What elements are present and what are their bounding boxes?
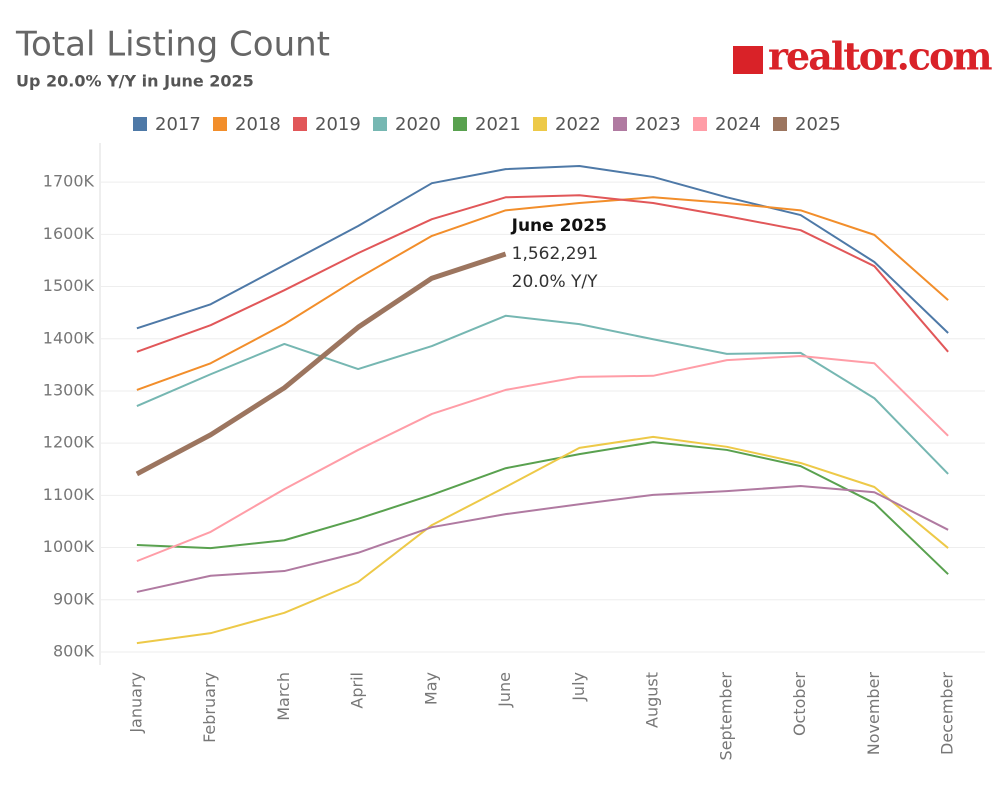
annotation-text: 20.0% Y/Y [512,272,599,292]
y-tick-label: 1500K [43,276,95,295]
x-tick-label: March [274,672,293,721]
y-tick-label: 1300K [43,380,95,399]
legend-swatch [773,117,787,131]
y-tick-label: 900K [53,589,95,608]
logo-text: realtor.com [768,34,992,79]
x-tick-label: November [864,672,883,756]
legend-swatch [373,117,387,131]
legend-label: 2025 [795,114,841,135]
series-line [136,164,949,334]
x-tick-label: June [495,672,514,708]
x-tick-label: January [126,672,145,734]
logo-icon [733,46,763,74]
x-tick-label: August [643,672,662,728]
legend-label: 2017 [155,114,201,135]
legend-label: 2019 [315,114,361,135]
series-line [136,196,949,391]
logo: realtor.com [733,34,994,79]
y-tick-label: 1100K [43,485,95,504]
legend-swatch [453,117,467,131]
x-tick-label: September [716,672,735,761]
chart-subtitle: Up 20.0% Y/Y in June 2025 [16,72,254,91]
x-tick-label: February [200,672,219,743]
legend-swatch [533,117,547,131]
x-tick-label: December [938,672,957,755]
series-line [136,314,949,475]
y-tick-label: 1700K [43,172,95,191]
chart-title: Total Listing Count [15,25,330,65]
series-line [136,441,949,575]
legend-label: 2018 [235,114,281,135]
y-tick-label: 1200K [43,433,95,452]
legend-label: 2020 [395,114,441,135]
series-line [136,194,949,353]
x-tick-label: October [790,672,809,736]
y-tick-label: 1600K [43,224,95,243]
legend-label: 2021 [475,114,521,135]
legend-swatch [293,117,307,131]
series-line [136,484,949,593]
legend-swatch [133,117,147,131]
legend-label: 2022 [555,114,601,135]
y-tick-label: 1000K [43,537,95,556]
y-tick-label: 1400K [43,328,95,347]
series-line [135,251,507,477]
data-label: 1,562,291 [512,244,599,264]
legend-label: 2024 [715,114,761,135]
x-tick-label: April [348,672,367,709]
series-line [136,354,949,563]
annotation-title: June 2025 [511,216,607,236]
legend-label: 2023 [635,114,681,135]
legend-swatch [213,117,227,131]
legend-swatch [693,117,707,131]
x-tick-label: July [569,672,588,702]
legend-swatch [613,117,627,131]
series-line [136,435,949,645]
y-tick-label: 800K [53,641,95,660]
x-tick-label: May [421,672,440,705]
